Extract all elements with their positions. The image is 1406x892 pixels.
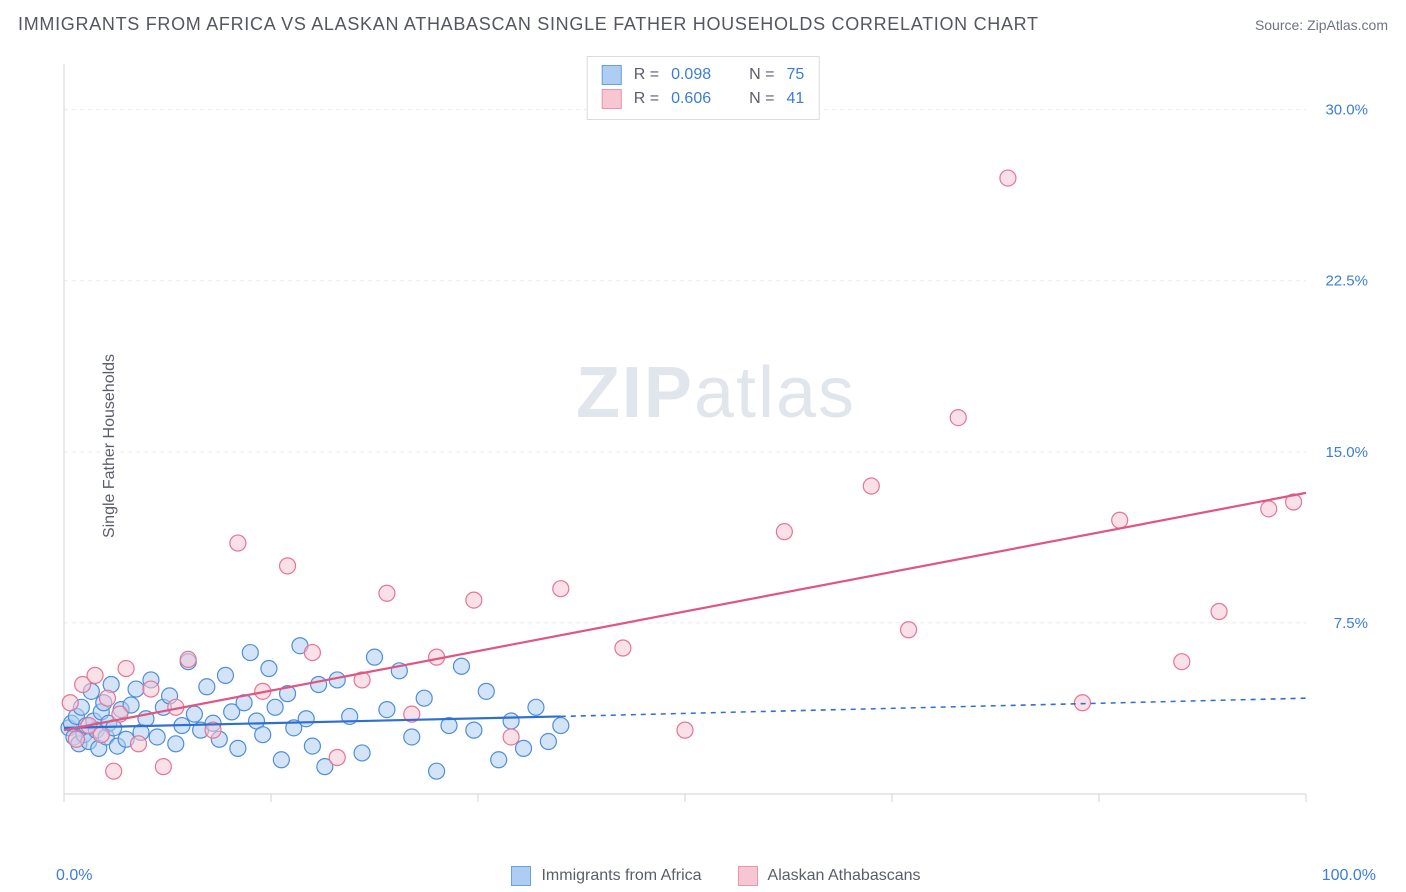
r-label: R = — [634, 87, 659, 111]
x-axis-legend: 0.0% Immigrants from Africa Alaskan Athab… — [56, 866, 1376, 886]
correlation-stats-legend: R = 0.098 N = 75 R = 0.606 N = 41 — [587, 56, 820, 120]
legend-item: Alaskan Athabascans — [738, 866, 921, 886]
x-axis-min-label: 0.0% — [56, 867, 92, 885]
series-swatch — [602, 65, 622, 85]
r-value: 0.606 — [671, 87, 711, 111]
svg-text:15.0%: 15.0% — [1325, 444, 1368, 461]
legend-label: Alaskan Athabascans — [768, 867, 921, 885]
series-swatch — [511, 866, 531, 886]
n-label: N = — [749, 63, 774, 87]
legend-label: Immigrants from Africa — [541, 867, 701, 885]
r-value: 0.098 — [671, 63, 711, 87]
series-swatch — [738, 866, 758, 886]
n-value: 41 — [786, 87, 804, 111]
stats-row: R = 0.098 N = 75 — [602, 63, 805, 87]
r-label: R = — [634, 63, 659, 87]
series-swatch — [602, 89, 622, 109]
chart-title: IMMIGRANTS FROM AFRICA VS ALASKAN ATHABA… — [18, 14, 1039, 35]
svg-text:22.5%: 22.5% — [1325, 273, 1368, 290]
legend-item: Immigrants from Africa — [511, 866, 701, 886]
stats-row: R = 0.606 N = 41 — [602, 87, 805, 111]
scatter-plot: 7.5%15.0%22.5%30.0% ZIPatlas — [56, 54, 1376, 824]
n-value: 75 — [786, 63, 804, 87]
n-label: N = — [749, 87, 774, 111]
svg-text:7.5%: 7.5% — [1334, 615, 1368, 632]
svg-text:30.0%: 30.0% — [1325, 102, 1368, 119]
source-attribution: Source: ZipAtlas.com — [1255, 17, 1388, 33]
x-axis-max-label: 100.0% — [1322, 867, 1376, 885]
